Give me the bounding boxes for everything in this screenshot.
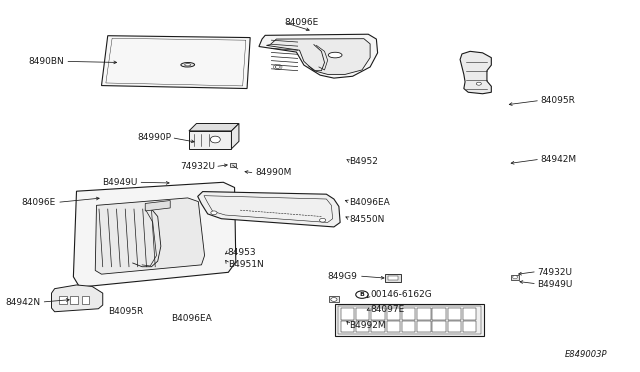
Text: B4949U: B4949U (102, 178, 137, 187)
Text: 84097E: 84097E (370, 305, 404, 314)
Bar (340, 321, 354, 332)
Text: 84096E: 84096E (284, 18, 318, 27)
Text: B4095R: B4095R (108, 307, 143, 316)
Circle shape (331, 298, 337, 301)
Text: 849G9: 849G9 (328, 272, 358, 280)
Bar (463, 321, 476, 332)
Bar (387, 308, 400, 320)
Text: 74932U: 74932U (180, 162, 215, 171)
Bar (433, 308, 446, 320)
Bar (417, 308, 431, 320)
Bar (388, 276, 398, 280)
Circle shape (319, 218, 326, 222)
Text: B4949U: B4949U (537, 280, 572, 289)
Circle shape (356, 291, 368, 298)
Text: 84550N: 84550N (349, 215, 385, 224)
Polygon shape (51, 285, 103, 312)
Bar (463, 308, 476, 320)
Circle shape (476, 82, 481, 85)
Polygon shape (232, 124, 239, 149)
Polygon shape (74, 182, 236, 287)
Polygon shape (230, 163, 236, 167)
Polygon shape (95, 198, 205, 274)
Circle shape (211, 211, 217, 215)
Ellipse shape (184, 64, 191, 66)
Polygon shape (266, 39, 370, 74)
Bar (356, 308, 369, 320)
Bar (511, 275, 520, 280)
Text: 00146-6162G: 00146-6162G (370, 290, 432, 299)
Text: 84095R: 84095R (540, 96, 575, 105)
Text: 84990P: 84990P (138, 133, 172, 142)
Ellipse shape (328, 52, 342, 58)
Polygon shape (189, 124, 239, 131)
Text: 84953: 84953 (228, 248, 256, 257)
Text: 74932U: 74932U (537, 268, 572, 277)
Ellipse shape (181, 62, 195, 67)
Bar (447, 308, 461, 320)
Ellipse shape (211, 136, 220, 143)
Bar (371, 308, 385, 320)
Bar (59, 296, 67, 304)
Polygon shape (102, 36, 250, 89)
Bar (356, 321, 369, 332)
Bar (387, 321, 400, 332)
Text: 84942N: 84942N (5, 298, 40, 307)
Text: B4096EA: B4096EA (172, 314, 212, 323)
Bar (335, 304, 484, 336)
Bar (81, 296, 89, 304)
Text: 84942M: 84942M (540, 155, 576, 164)
Polygon shape (259, 34, 378, 78)
Bar (339, 306, 481, 334)
Bar (417, 321, 431, 332)
Text: B4952: B4952 (349, 157, 378, 166)
Bar (433, 321, 446, 332)
Polygon shape (460, 51, 492, 94)
Text: B4951N: B4951N (228, 260, 264, 269)
Polygon shape (189, 131, 232, 149)
Bar (329, 296, 339, 302)
Text: 84990M: 84990M (256, 169, 292, 177)
Text: 8490BN: 8490BN (28, 57, 64, 66)
Text: B: B (360, 292, 364, 297)
Bar (340, 308, 354, 320)
Text: E849003P: E849003P (565, 350, 607, 359)
Bar (402, 308, 415, 320)
Polygon shape (198, 192, 340, 227)
Circle shape (275, 65, 280, 68)
Text: B4992M: B4992M (349, 321, 386, 330)
Bar (70, 296, 77, 304)
Text: 84096E: 84096E (22, 198, 56, 207)
Polygon shape (145, 201, 170, 211)
Circle shape (513, 276, 518, 279)
Bar (402, 321, 415, 332)
Bar (385, 274, 401, 282)
Text: B4096EA: B4096EA (349, 198, 390, 207)
Bar (447, 321, 461, 332)
Bar (371, 321, 385, 332)
